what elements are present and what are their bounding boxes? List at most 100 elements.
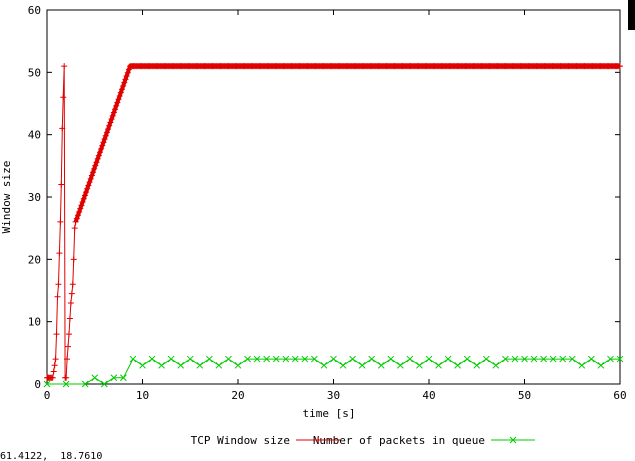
data-point-series-2 [396, 361, 404, 369]
legend-label-series-2: Number of packets in queue [313, 434, 485, 447]
data-point-series-2 [225, 355, 232, 363]
data-point-series-2 [377, 361, 385, 369]
data-point-series-2 [482, 355, 490, 363]
data-point-series-1 [51, 362, 58, 369]
data-point-series-2 [253, 355, 261, 363]
window-edge [628, 0, 635, 30]
data-point-series-2 [568, 355, 576, 363]
y-tick-label: 10 [28, 316, 41, 329]
data-point-series-2 [158, 361, 165, 369]
data-point-series-2 [444, 355, 452, 363]
x-tick-label: 30 [327, 389, 340, 402]
data-point-series-2 [416, 361, 423, 369]
data-point-series-1 [64, 356, 71, 363]
data-point-series-2 [91, 374, 99, 382]
data-point-series-2 [492, 361, 500, 369]
data-point-series-1 [69, 281, 76, 288]
data-point-series-2 [196, 361, 204, 369]
data-point-series-2 [540, 355, 547, 363]
data-point-series-1 [58, 181, 65, 188]
data-point-series-2 [587, 355, 595, 363]
legend: TCP Window size Number of packets in que… [191, 434, 535, 447]
data-point-series-1 [49, 374, 56, 381]
data-point-series-2 [387, 355, 395, 363]
data-point-series-1 [50, 368, 57, 375]
y-tick-label: 20 [28, 253, 41, 266]
data-point-series-2 [263, 355, 271, 363]
data-point-series-2 [502, 355, 509, 363]
data-point-series-2 [291, 355, 299, 363]
data-point-series-2 [43, 380, 51, 388]
legend-marker-series-2 [509, 436, 517, 444]
data-point-series-2 [301, 355, 309, 363]
data-point-series-2 [311, 355, 318, 363]
data-point-series-2 [358, 361, 366, 369]
data-point-series-2 [177, 361, 185, 369]
series-line-1 [47, 65, 620, 379]
y-tick-label: 30 [28, 191, 41, 204]
data-point-series-2 [349, 355, 356, 363]
data-point-series-2 [205, 355, 213, 363]
y-tick-label: 60 [28, 4, 41, 17]
y-tick-label: 0 [34, 378, 41, 391]
data-point-series-2 [521, 355, 528, 363]
legend-label-series-1: TCP Window size [191, 434, 290, 447]
data-point-series-2 [473, 361, 481, 369]
data-point-series-2 [339, 361, 347, 369]
data-point-series-2 [530, 355, 538, 363]
data-point-series-2 [320, 361, 328, 369]
x-tick-label: 0 [44, 389, 51, 402]
data-point-series-2 [616, 355, 624, 363]
data-point-series-2 [463, 355, 471, 363]
data-point-series-1 [63, 374, 70, 381]
data-point-series-2 [120, 374, 127, 382]
data-point-series-2 [282, 355, 290, 363]
data-point-series-1 [71, 225, 78, 232]
data-point-series-2 [167, 355, 175, 363]
data-point-series-1 [70, 256, 77, 263]
data-point-series-1 [55, 281, 62, 288]
data-point-series-1 [56, 250, 63, 257]
y-axis-label: Window size [0, 161, 13, 234]
y-tick-label: 40 [28, 129, 41, 142]
data-point-series-2 [139, 361, 146, 369]
data-point-series-1 [61, 63, 68, 70]
data-point-series-2 [215, 361, 223, 369]
data-point-series-2 [330, 355, 337, 363]
data-point-series-2 [81, 380, 89, 388]
data-point-series-1 [68, 290, 75, 297]
data-point-series-1 [67, 299, 74, 306]
data-point-series-2 [186, 355, 194, 363]
data-point-series-2 [607, 355, 614, 363]
data-point-series-2 [578, 361, 586, 369]
data-point-series-2 [129, 355, 137, 363]
data-point-series-2 [454, 361, 462, 369]
data-point-series-2 [110, 374, 118, 382]
data-point-series-2 [148, 355, 156, 363]
plot-area [43, 9, 624, 388]
data-point-series-2 [244, 355, 251, 363]
data-point-series-2 [435, 361, 442, 369]
data-point-series-2 [559, 355, 567, 363]
series-line-1-thick [73, 64, 620, 223]
y-tick-label: 50 [28, 66, 41, 79]
data-point-series-1 [65, 343, 72, 350]
x-axis-label: time [s] [303, 407, 356, 420]
x-tick-label: 60 [613, 389, 626, 402]
status-coordinates: 61.4122, 18.7610 [0, 452, 103, 461]
data-point-series-1 [57, 218, 64, 225]
data-point-series-2 [406, 355, 414, 363]
x-tick-label: 40 [422, 389, 435, 402]
x-tick-label: 50 [518, 389, 531, 402]
data-point-series-2 [100, 380, 108, 388]
data-point-series-2 [549, 355, 557, 363]
x-tick-label: 10 [136, 389, 149, 402]
data-point-series-2 [368, 355, 376, 363]
data-point-series-1 [60, 94, 67, 101]
data-point-series-2 [597, 361, 605, 369]
data-point-series-1 [65, 331, 72, 338]
data-point-series-2 [511, 355, 519, 363]
data-point-series-1 [66, 315, 73, 322]
